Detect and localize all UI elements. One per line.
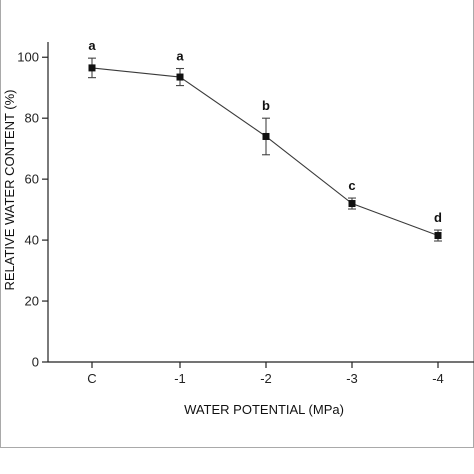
y-tick-label: 80 bbox=[25, 111, 39, 126]
data-point bbox=[176, 73, 184, 81]
data-point bbox=[88, 64, 96, 72]
data-point bbox=[348, 200, 356, 208]
data-point bbox=[434, 232, 442, 240]
significance-label: b bbox=[262, 98, 270, 113]
series-line bbox=[91, 67, 439, 237]
x-tick-label: -1 bbox=[174, 371, 186, 386]
x-tick-label: -4 bbox=[432, 371, 444, 386]
significance-label: d bbox=[434, 210, 442, 225]
y-ticks bbox=[42, 56, 48, 363]
data-markers bbox=[88, 64, 442, 240]
y-tick-label: 0 bbox=[32, 355, 39, 370]
y-tick-label: 60 bbox=[25, 172, 39, 187]
x-tick-label: -2 bbox=[260, 371, 272, 386]
x-axis-title: WATER POTENTIAL (MPa) bbox=[184, 402, 344, 417]
significance-label: a bbox=[176, 49, 184, 64]
x-tick-label: C bbox=[87, 371, 96, 386]
significance-label: a bbox=[88, 38, 96, 53]
y-tick-label: 20 bbox=[25, 294, 39, 309]
y-axis-title: RELATIVE WATER CONTENT (%) bbox=[2, 89, 17, 290]
y-tick-label: 40 bbox=[25, 233, 39, 248]
x-tick-labels: C -1 -2 -3 -4 bbox=[87, 371, 443, 386]
significance-label: c bbox=[348, 178, 355, 193]
significance-labels: a a b c d bbox=[88, 38, 442, 225]
x-ticks bbox=[91, 362, 439, 368]
x-tick-label: -3 bbox=[346, 371, 358, 386]
y-tick-labels: 0 20 40 60 80 100 bbox=[17, 50, 39, 370]
error-bars bbox=[88, 57, 442, 242]
data-point bbox=[262, 132, 270, 140]
y-tick-label: 100 bbox=[17, 50, 39, 65]
